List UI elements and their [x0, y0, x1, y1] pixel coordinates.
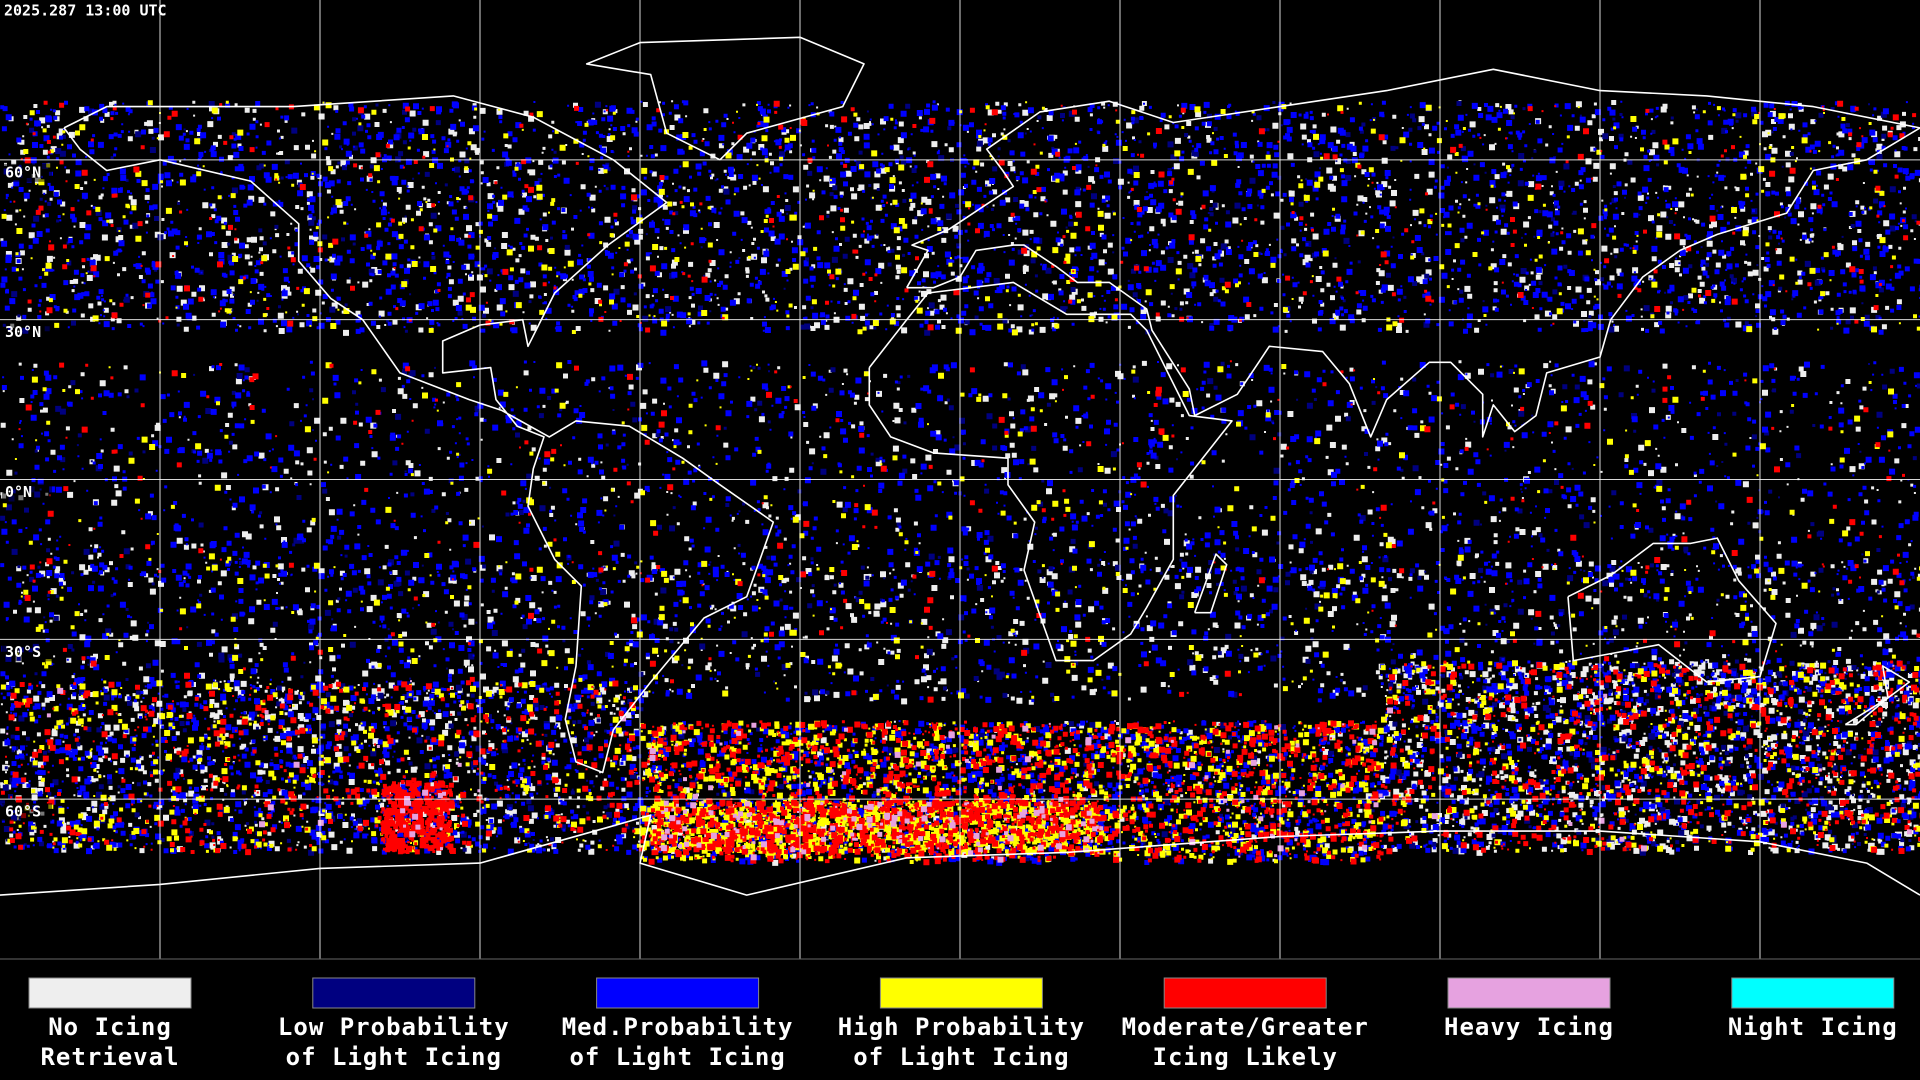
coastline	[585, 36, 865, 161]
latitude-label-bg	[2, 323, 52, 342]
legend-label: Icing Likely	[1153, 1043, 1338, 1071]
legend-label: Moderate/Greater	[1122, 1013, 1369, 1041]
legend-swatch	[1447, 977, 1611, 1009]
legend-label: of Light Icing	[569, 1043, 785, 1071]
latitude-label: 0°N	[5, 483, 32, 501]
latitude-label-bg	[2, 163, 52, 182]
coastline	[1193, 553, 1228, 614]
legend-swatch	[596, 977, 760, 1009]
legend-swatch	[1731, 977, 1895, 1009]
latitude-label: 30°N	[5, 323, 41, 341]
legend-label: Low Probability	[278, 1013, 510, 1041]
latitude-label-bg	[2, 803, 52, 822]
latitude-label: 60°S	[5, 803, 41, 821]
legend-label: Med.Probability	[562, 1013, 794, 1041]
coastline	[868, 281, 1233, 662]
legend-label: of Light Icing	[853, 1043, 1069, 1071]
legend-label: Heavy Icing	[1444, 1013, 1614, 1041]
legend-swatch	[879, 977, 1043, 1009]
legend-label: Night Icing	[1728, 1013, 1898, 1041]
coastline	[0, 814, 1920, 896]
legend-label: of Light Icing	[286, 1043, 502, 1071]
legend-swatch	[28, 977, 192, 1009]
coastline	[1567, 537, 1777, 683]
coastline	[1844, 665, 1911, 726]
latitude-label-bg	[2, 483, 52, 502]
latitude-label-bg	[2, 643, 52, 662]
lat-lon-grid: 60°N 30°N 0°N 30°S 60°S	[0, 0, 1920, 959]
timestamp: 2025.287 13:00 UTC	[4, 2, 167, 20]
latitude-label: 60°N	[5, 163, 41, 181]
legend-label: High Probability	[838, 1013, 1085, 1041]
latitude-label: 30°S	[5, 643, 41, 661]
legend-label: No Icing	[48, 1013, 172, 1041]
legend-swatch	[312, 977, 476, 1009]
legend-swatch	[1163, 977, 1327, 1009]
icing-speckle	[0, 100, 1920, 866]
legend-label: Retrieval	[40, 1043, 179, 1071]
coastline	[906, 68, 1920, 438]
